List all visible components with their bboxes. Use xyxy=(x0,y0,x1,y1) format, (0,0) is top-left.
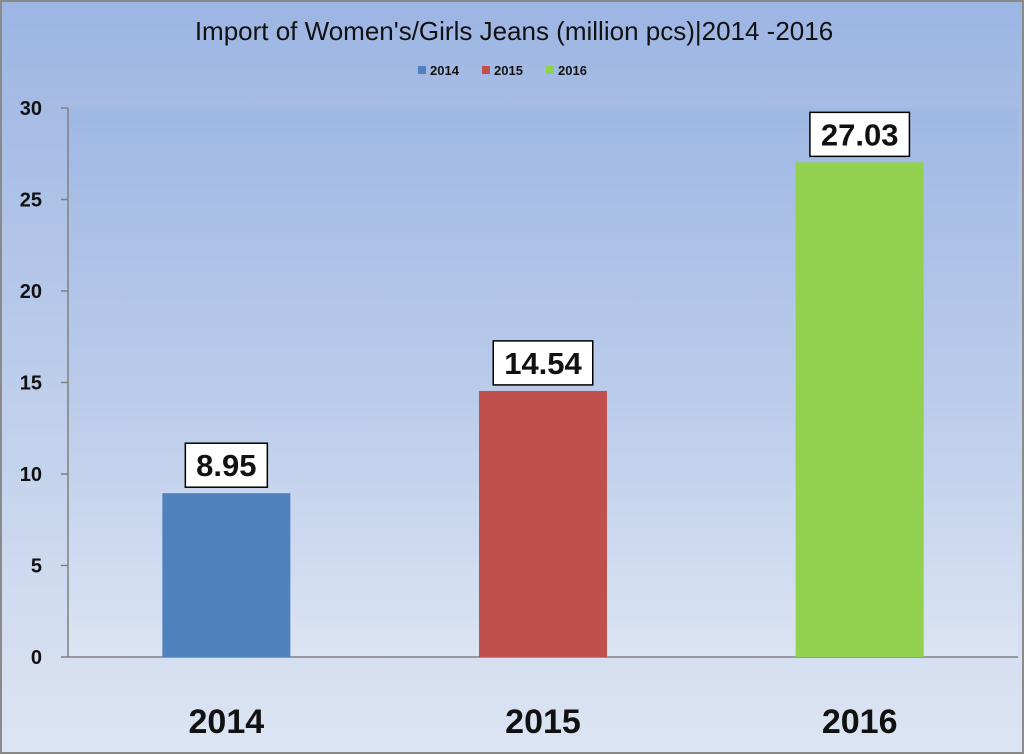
y-tick-label: 30 xyxy=(20,98,42,120)
data-label: 27.03 xyxy=(821,117,899,152)
data-label-box xyxy=(492,340,594,386)
y-tick-label: 25 xyxy=(20,190,42,212)
y-tick-label: 10 xyxy=(20,464,42,486)
x-category-label: 2014 xyxy=(189,703,265,741)
legend-label: 2016 xyxy=(558,63,587,78)
data-label: 8.95 xyxy=(196,448,256,483)
legend-swatch xyxy=(546,66,554,74)
bars: 8.95 2014 14.54 2015 27.03 2016 xyxy=(162,111,924,741)
legend-label: 2015 xyxy=(494,63,523,78)
chart-title: Import of Women's/Girls Jeans (million p… xyxy=(195,16,833,46)
data-label-box xyxy=(809,111,911,158)
y-tick-label: 0 xyxy=(31,647,42,669)
x-category-label: 2015 xyxy=(505,703,581,741)
y-tick-label: 20 xyxy=(20,281,42,303)
bar-2016 xyxy=(795,162,924,657)
y-tick-label: 5 xyxy=(31,556,42,578)
bar-2015 xyxy=(479,390,607,657)
legend-swatch xyxy=(418,66,426,74)
legend-label: 2014 xyxy=(430,63,460,78)
y-tick-label: 15 xyxy=(20,373,42,395)
data-label-box xyxy=(184,442,269,488)
legend: 2014 2015 2016 xyxy=(418,63,587,78)
legend-swatch xyxy=(482,66,490,74)
bar-2014 xyxy=(162,493,291,657)
x-category-label: 2016 xyxy=(822,703,898,741)
data-label: 14.54 xyxy=(504,346,582,381)
